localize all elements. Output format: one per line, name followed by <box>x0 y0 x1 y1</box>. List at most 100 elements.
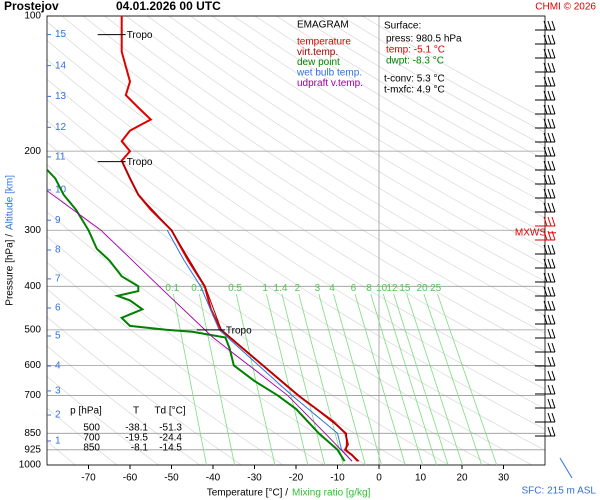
barb-flag <box>543 118 548 129</box>
barb-flag <box>551 188 556 199</box>
barb-flag <box>543 230 548 241</box>
barb-flag <box>547 384 552 395</box>
barb-flag <box>543 76 548 87</box>
table-cell: 700 <box>83 433 100 444</box>
mixing-ratio-label: 4 <box>329 283 335 294</box>
x-tick-label: -50 <box>164 473 179 484</box>
mixing-ratio-label: 8 <box>366 283 372 294</box>
subtitle: 04.01.2026 00 UTC <box>116 0 221 13</box>
barb-flag <box>543 174 548 185</box>
barb-flag <box>551 34 556 45</box>
barb-flag <box>543 244 548 255</box>
wind-barb <box>535 62 556 73</box>
table-header: p [hPa] <box>70 406 102 417</box>
mixing-ratio-line <box>423 293 482 466</box>
barb-flag <box>551 48 556 59</box>
mixing-ratio-label: 1.4 <box>274 283 288 294</box>
wind-barb <box>535 272 556 283</box>
barb-flag <box>547 412 552 423</box>
altitude-label: 2 <box>55 410 61 421</box>
profile-line <box>121 160 360 462</box>
altitude-label: 8 <box>55 245 61 256</box>
barb-flag <box>547 370 552 381</box>
mixing-ratio-label: 15 <box>399 283 411 294</box>
dry-adiabat <box>47 99 545 430</box>
mixing-ratio-line <box>406 293 463 466</box>
dry-adiabat <box>47 78 545 410</box>
y-tick-label: 400 <box>24 281 41 292</box>
dry-adiabat <box>82 16 545 316</box>
mixing-ratio-label: 12 <box>386 283 398 294</box>
y-tick-label: 925 <box>24 444 41 455</box>
barb-flag <box>547 62 552 73</box>
profile-line <box>47 190 353 462</box>
x-tick-label: -70 <box>81 473 96 484</box>
wind-barb <box>535 300 556 311</box>
altitude-label: 12 <box>55 122 67 133</box>
altitude-label: 13 <box>55 91 67 102</box>
wind-barb <box>535 230 556 241</box>
barb-flag <box>543 258 548 269</box>
x-axis-label: Temperature [°C] / <box>207 488 288 499</box>
wind-barb <box>535 48 556 59</box>
barb-flag <box>543 300 548 311</box>
x-tick-label: -20 <box>289 473 304 484</box>
barb-flag <box>547 34 552 45</box>
barb-flag <box>543 34 548 45</box>
mixing-ratio-label: 0.5 <box>228 283 242 294</box>
barb-flag <box>543 314 548 325</box>
y-tick-label: 1000 <box>19 460 42 471</box>
barb-flag <box>547 300 552 311</box>
wind-barb <box>535 398 556 409</box>
altitude-label: 6 <box>55 303 61 314</box>
barb-flag <box>547 202 552 213</box>
barb-flag <box>547 328 552 339</box>
barb-flag <box>551 20 556 31</box>
wind-barb <box>535 244 556 255</box>
barb-flag <box>547 216 552 227</box>
barb-flag <box>543 90 548 101</box>
mixing-ratio-line <box>198 293 236 466</box>
barb-flag <box>551 202 556 213</box>
barb-flag <box>551 104 556 115</box>
barb-flag <box>543 104 548 115</box>
mixing-ratio-line <box>370 293 424 466</box>
table-header: T <box>133 406 139 417</box>
wind-barb <box>535 174 556 185</box>
surface-info: t-mxfc: 4.9 °C <box>384 85 445 96</box>
barb-flag <box>551 258 556 269</box>
altitude-label: 14 <box>55 60 67 71</box>
dry-adiabat <box>125 16 545 282</box>
barb-flag <box>547 160 552 171</box>
wind-barb <box>535 426 556 437</box>
barb-flag <box>551 356 556 367</box>
barb-flag <box>551 90 556 101</box>
tropopause-label: Tropo <box>127 157 153 168</box>
x-tick-label: -30 <box>247 473 262 484</box>
mixing-ratio-label: 20 <box>417 283 429 294</box>
barb-flag <box>551 76 556 87</box>
barb-flag <box>551 118 556 129</box>
sfc-label: SFC: 215 m ASL <box>522 486 597 497</box>
barb-flag <box>547 104 552 115</box>
mixing-ratio-label: 2 <box>295 283 301 294</box>
altitude-label: 5 <box>55 331 61 342</box>
barb-flag <box>547 90 552 101</box>
x-tick-label: -10 <box>330 473 345 484</box>
barb-flag <box>551 174 556 185</box>
barb-flag <box>551 328 556 339</box>
mxws-label: MXWS <box>515 227 546 238</box>
mixing-ratio-label: 1 <box>262 283 268 294</box>
x-tick-label: -40 <box>206 473 221 484</box>
wind-barb <box>535 132 556 143</box>
wind-barb <box>535 342 556 353</box>
barb-flag <box>543 132 548 143</box>
x-tick-label: 10 <box>415 473 427 484</box>
barb-flag <box>551 412 556 423</box>
y-tick-label: 700 <box>24 390 41 401</box>
barb-flag <box>547 398 552 409</box>
table-cell: 500 <box>83 423 100 434</box>
wind-barb <box>535 146 556 157</box>
title: Prostejov <box>4 0 59 13</box>
